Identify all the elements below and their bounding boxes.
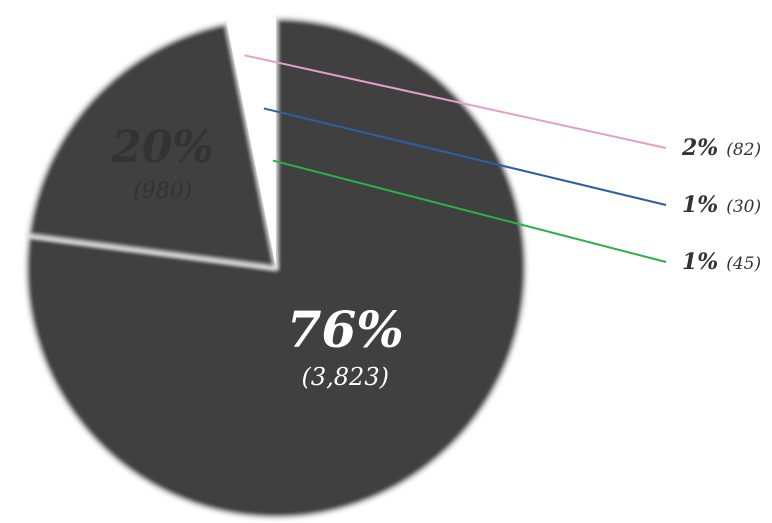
slice-percent-label-3: 1% [682, 192, 718, 218]
slice-percent-label-2: 2% [681, 135, 718, 161]
slice-count-label-4: (45) [726, 254, 761, 274]
pie-slice-3 [252, 18, 276, 268]
slice-percent-label-4: 1% [682, 249, 718, 275]
slice-percent-label-0: 76% [287, 300, 404, 359]
leader-line-2 [244, 54, 667, 149]
leader-line-4 [272, 159, 667, 263]
slice-label-4: 1% (45) [682, 249, 761, 275]
slice-label-2: 2% (82) [681, 135, 761, 161]
leader-lines [244, 54, 667, 263]
slice-count-label-0: (3,823) [302, 363, 389, 391]
slice-count-label-3: (30) [726, 197, 761, 217]
pie-slice-1 [26, 21, 278, 270]
pie-slice-2 [226, 19, 276, 269]
pie-slices [24, 16, 528, 520]
slice-count-label-2: (82) [726, 140, 761, 160]
slice-labels: 76% (3,823) 20% (980) 2% (82) 1% (30) 1% (45) [110, 122, 761, 391]
slice-percent-label-1: 20% [110, 122, 214, 173]
slice-label-3: 1% (30) [682, 192, 761, 218]
leader-line-3 [263, 107, 667, 206]
pie-slice-4 [261, 18, 276, 268]
slice-count-label-1: (980) [133, 179, 192, 204]
